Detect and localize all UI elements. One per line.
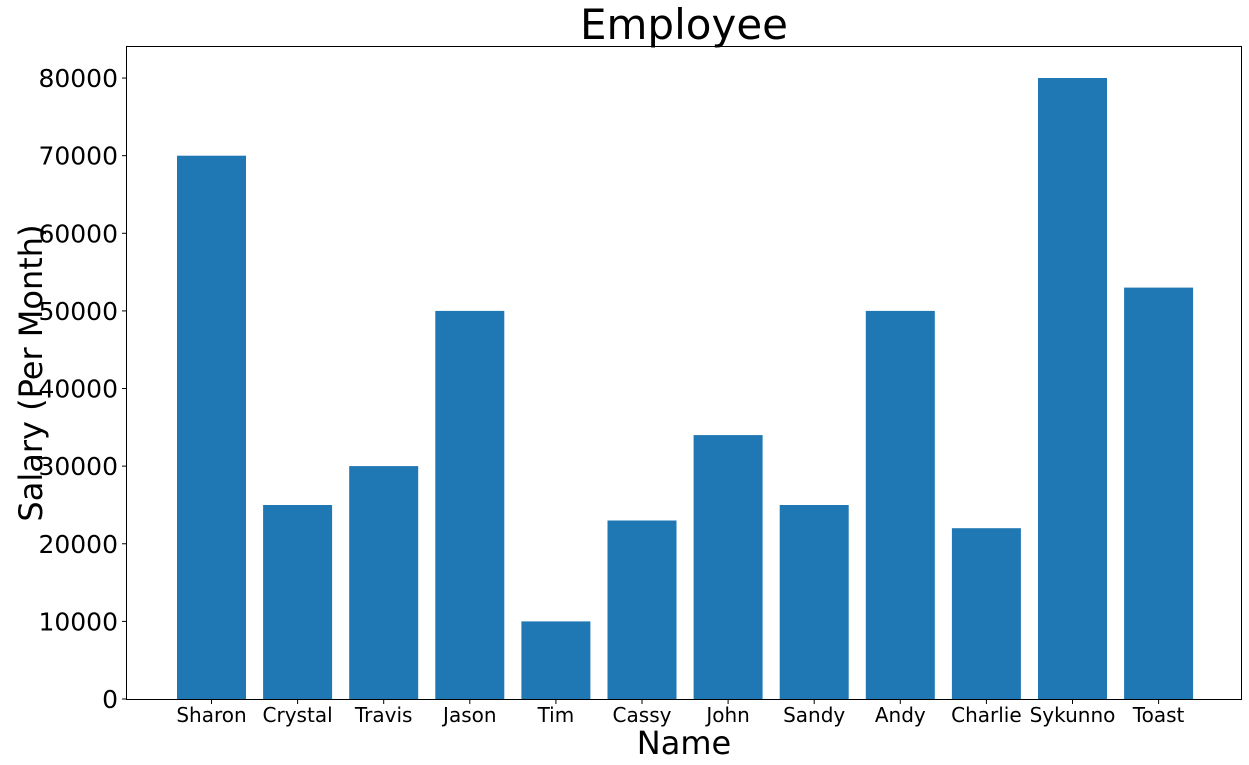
x-tick-label: Andy	[875, 703, 926, 727]
x-tick-label: Toast	[1132, 703, 1185, 727]
bar-cassy	[607, 520, 677, 699]
x-tick-label: Jason	[441, 703, 497, 727]
x-tick-label: Tim	[537, 703, 575, 727]
bar-charlie	[951, 528, 1021, 699]
bar-sykunno	[1038, 78, 1107, 699]
x-tick-label: Cassy	[613, 703, 672, 727]
bar-andy	[865, 310, 935, 699]
x-tick-label: Travis	[354, 703, 413, 727]
bars-group	[177, 78, 1194, 699]
x-tick-label: Sandy	[783, 703, 845, 727]
x-tick-label: Sharon	[176, 703, 246, 727]
y-tick-label: 80000	[38, 64, 118, 93]
x-tick-label: Charlie	[951, 703, 1022, 727]
bar-sharon	[177, 155, 246, 699]
bar-travis	[349, 466, 419, 699]
x-tick-label: Crystal	[263, 703, 333, 727]
chart-title: Employee	[580, 0, 788, 49]
y-tick-label: 20000	[38, 530, 118, 559]
plot-frame	[126, 46, 1242, 700]
y-tick-label: 10000	[38, 607, 118, 636]
bar-tim	[521, 621, 591, 699]
y-tick-label: 70000	[38, 142, 118, 171]
bar-sandy	[779, 505, 849, 699]
bar-crystal	[263, 505, 333, 699]
x-axis-label: Name	[637, 724, 731, 762]
bar-jason	[435, 310, 505, 699]
y-tick-label: 30000	[38, 452, 118, 481]
y-tick-label: 0	[102, 685, 118, 714]
y-tick-label: 50000	[38, 297, 118, 326]
bar-toast	[1124, 287, 1194, 699]
x-tick-label: John	[704, 703, 750, 727]
y-axis-label: Salary (Per Month)	[12, 224, 50, 521]
y-axis-ticks: 0 10000 20000 30000 40000 50000 60000 70000 8000…	[38, 64, 127, 714]
x-tick-label: Sykunno	[1030, 703, 1116, 727]
y-tick-label: 40000	[38, 375, 118, 404]
x-axis-ticks: Sharon Crystal Travis Jason Tim Cassy John Sand…	[176, 699, 1185, 727]
bar-john	[693, 435, 763, 699]
y-tick-label: 60000	[38, 219, 118, 248]
